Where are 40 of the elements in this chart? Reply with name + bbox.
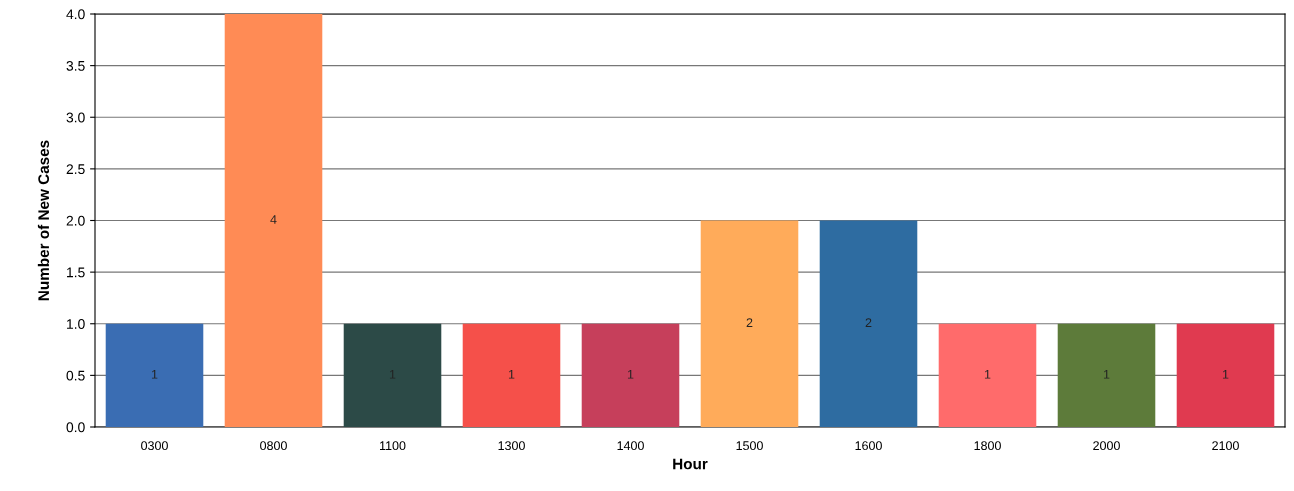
bar [462,323,561,427]
data-label: 4 [270,215,277,224]
data-label: 1 [508,370,515,379]
data-label: 2 [865,318,872,327]
x-axis-title: Hour [673,458,708,470]
y-tick-label: 4.0 [66,9,85,20]
x-tick-label: 2000 [1093,441,1120,451]
data-label: 1 [627,370,634,379]
y-tick-label: 1.0 [67,319,85,329]
data-label: 1 [984,370,991,379]
y-tick-label: 3.0 [66,112,85,123]
bar [343,323,442,427]
y-tick-label: 2.0 [66,215,85,226]
x-tick-label: 2100 [1212,441,1239,451]
x-tick-label: 0800 [260,441,287,451]
y-tick-label: 2.5 [66,164,85,175]
bar [1176,323,1275,427]
y-tick-label: 3.5 [66,60,85,71]
x-tick-label: 1100 [380,441,406,451]
bar [819,220,918,427]
x-tick-label: 1600 [855,441,882,451]
bar [105,323,204,427]
bar [224,14,323,427]
y-axis-title: Number of New Cases [37,140,50,301]
bar [581,323,680,427]
bar [938,323,1037,427]
data-label: 1 [1222,370,1229,379]
x-tick-label: 1500 [736,441,763,451]
y-tick-label: 0.0 [66,422,85,433]
bar [700,220,799,427]
data-label: 1 [151,370,158,379]
x-tick-label: 1800 [974,441,1001,451]
data-label: 1 [1103,370,1110,379]
bar [1057,323,1156,427]
y-tick-label: 0.5 [66,370,85,381]
y-tick-label: 1.5 [67,267,85,278]
x-tick-label: 0300 [141,441,168,451]
x-tick-label: 1300 [498,441,525,451]
data-label: 2 [746,318,753,327]
x-tick-label: 1400 [617,441,644,451]
